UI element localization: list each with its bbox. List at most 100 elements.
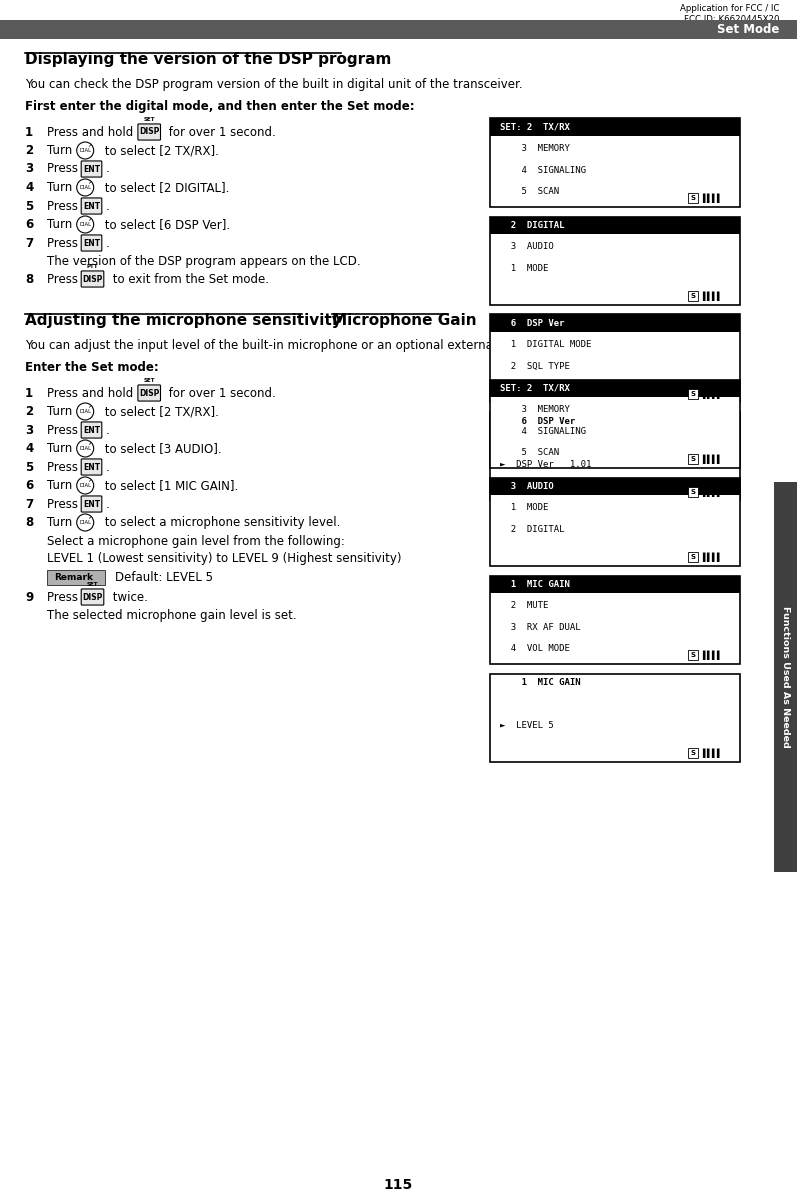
Text: SET: SET <box>143 377 155 383</box>
Text: 1: 1 <box>25 125 33 138</box>
Text: 4: 4 <box>25 442 33 456</box>
Text: 4  SIGNALING: 4 SIGNALING <box>500 427 586 436</box>
Text: IC: 511B-20445X20: IC: 511B-20445X20 <box>695 26 779 36</box>
Text: 4  VOL MODE: 4 VOL MODE <box>500 644 570 653</box>
Text: 1  DIGITAL MODE: 1 DIGITAL MODE <box>500 340 591 350</box>
Text: Turn: Turn <box>47 405 76 418</box>
Text: DIAL: DIAL <box>79 409 91 413</box>
FancyBboxPatch shape <box>81 496 102 512</box>
Text: 6: 6 <box>25 218 33 231</box>
Bar <box>490 576 740 593</box>
Text: to select [2 DIGITAL].: to select [2 DIGITAL]. <box>101 182 230 194</box>
Text: Turn: Turn <box>47 516 76 529</box>
Text: Turn: Turn <box>47 218 76 231</box>
Text: DIAL: DIAL <box>79 483 91 488</box>
Text: SET: SET <box>143 117 155 121</box>
Text: 3: 3 <box>25 162 33 175</box>
Text: 2  MUTE: 2 MUTE <box>500 601 548 611</box>
Text: Turn: Turn <box>47 480 76 492</box>
Text: Press: Press <box>47 498 82 511</box>
Bar <box>688 291 697 300</box>
Text: ENT: ENT <box>83 500 100 508</box>
Text: to select [2 TX/RX].: to select [2 TX/RX]. <box>101 405 219 418</box>
Text: .: . <box>105 162 109 175</box>
Text: Displaying the version of the DSP program: Displaying the version of the DSP progra… <box>25 52 391 67</box>
Text: ▌▌▌▌: ▌▌▌▌ <box>702 553 722 563</box>
Text: S: S <box>690 489 695 495</box>
Text: 3  RX AF DUAL: 3 RX AF DUAL <box>500 623 581 632</box>
Text: Set Mode: Set Mode <box>717 23 779 36</box>
Text: twice.: twice. <box>108 590 147 603</box>
Text: .: . <box>105 200 109 213</box>
Text: Press: Press <box>47 460 82 474</box>
Text: Select a microphone gain level from the following:: Select a microphone gain level from the … <box>47 535 345 547</box>
Text: S: S <box>690 554 695 560</box>
Text: S: S <box>690 391 695 397</box>
Text: FCC ID: K6620445X20: FCC ID: K6620445X20 <box>684 16 779 24</box>
Text: SET: 2  TX/RX: SET: 2 TX/RX <box>500 123 570 132</box>
Text: You can adjust the input level of the built-in microphone or an optional externa: You can adjust the input level of the bu… <box>25 339 574 352</box>
Text: 1: 1 <box>25 387 33 399</box>
Text: 1  MIC GAIN: 1 MIC GAIN <box>500 579 570 589</box>
Text: DIAL: DIAL <box>79 148 91 153</box>
Text: 1  MODE: 1 MODE <box>500 504 548 512</box>
Text: 5: 5 <box>25 200 33 213</box>
Bar <box>688 748 697 758</box>
Text: 5  SCAN: 5 SCAN <box>500 188 559 196</box>
Text: 2  DIGITAL: 2 DIGITAL <box>500 525 564 534</box>
Text: DIAL: DIAL <box>79 520 91 525</box>
Text: 2: 2 <box>25 405 33 418</box>
Bar <box>774 482 797 871</box>
Text: Functions Used As Needed: Functions Used As Needed <box>781 606 790 748</box>
Text: ▌▌▌▌: ▌▌▌▌ <box>702 194 722 203</box>
Text: You can check the DSP program version of the built in digital unit of the transc: You can check the DSP program version of… <box>25 78 523 91</box>
FancyBboxPatch shape <box>81 198 102 214</box>
Text: S: S <box>690 651 695 657</box>
Bar <box>688 487 697 496</box>
Text: 3  MEMORY: 3 MEMORY <box>500 144 570 154</box>
Text: Press: Press <box>47 273 82 286</box>
Text: ►  DSP Ver   1.01: ► DSP Ver 1.01 <box>500 459 591 469</box>
Text: .: . <box>105 460 109 474</box>
Bar <box>490 315 740 403</box>
Text: 3  AUDIO: 3 AUDIO <box>500 243 554 251</box>
Text: Press: Press <box>47 200 82 213</box>
Text: Press: Press <box>47 590 82 603</box>
Text: .: . <box>105 237 109 250</box>
FancyBboxPatch shape <box>81 270 104 287</box>
Text: ►  LEVEL 5: ► LEVEL 5 <box>500 721 554 730</box>
Bar <box>490 576 740 664</box>
Text: 115: 115 <box>384 1178 413 1192</box>
Text: DIAL: DIAL <box>79 222 91 227</box>
Text: ENT: ENT <box>83 426 100 434</box>
Text: S: S <box>690 750 695 756</box>
Text: Press: Press <box>47 237 82 250</box>
Text: 4  SIGNALING: 4 SIGNALING <box>500 166 586 174</box>
Text: DISP: DISP <box>82 274 103 284</box>
Text: Turn: Turn <box>47 182 76 194</box>
Text: Press: Press <box>47 162 82 175</box>
Text: 3  MEMORY: 3 MEMORY <box>500 405 570 415</box>
FancyBboxPatch shape <box>81 161 102 177</box>
Text: ▌▌▌▌: ▌▌▌▌ <box>702 749 722 758</box>
Text: Enter the Set mode:: Enter the Set mode: <box>25 361 159 374</box>
Text: Adjusting the microphone sensitivity: Adjusting the microphone sensitivity <box>25 313 342 328</box>
Text: to exit from the Set mode.: to exit from the Set mode. <box>108 273 269 286</box>
Text: S: S <box>690 456 695 462</box>
FancyBboxPatch shape <box>81 589 104 605</box>
Text: 3  AUDIO: 3 AUDIO <box>500 482 554 490</box>
Text: ▌▌▌▌: ▌▌▌▌ <box>702 454 722 464</box>
Text: 1  MODE: 1 MODE <box>500 263 548 273</box>
Text: 7: 7 <box>25 498 33 511</box>
Bar <box>490 119 740 136</box>
Text: S: S <box>690 195 695 201</box>
Text: S: S <box>690 293 695 299</box>
Text: Press and hold: Press and hold <box>47 125 137 138</box>
Bar <box>490 412 740 500</box>
Bar <box>490 216 740 234</box>
Text: DISP: DISP <box>139 127 159 137</box>
Text: ENT: ENT <box>83 238 100 248</box>
Text: 2  DIGITAL: 2 DIGITAL <box>500 221 564 230</box>
Text: for over 1 second.: for over 1 second. <box>165 387 276 399</box>
Bar <box>490 477 740 495</box>
